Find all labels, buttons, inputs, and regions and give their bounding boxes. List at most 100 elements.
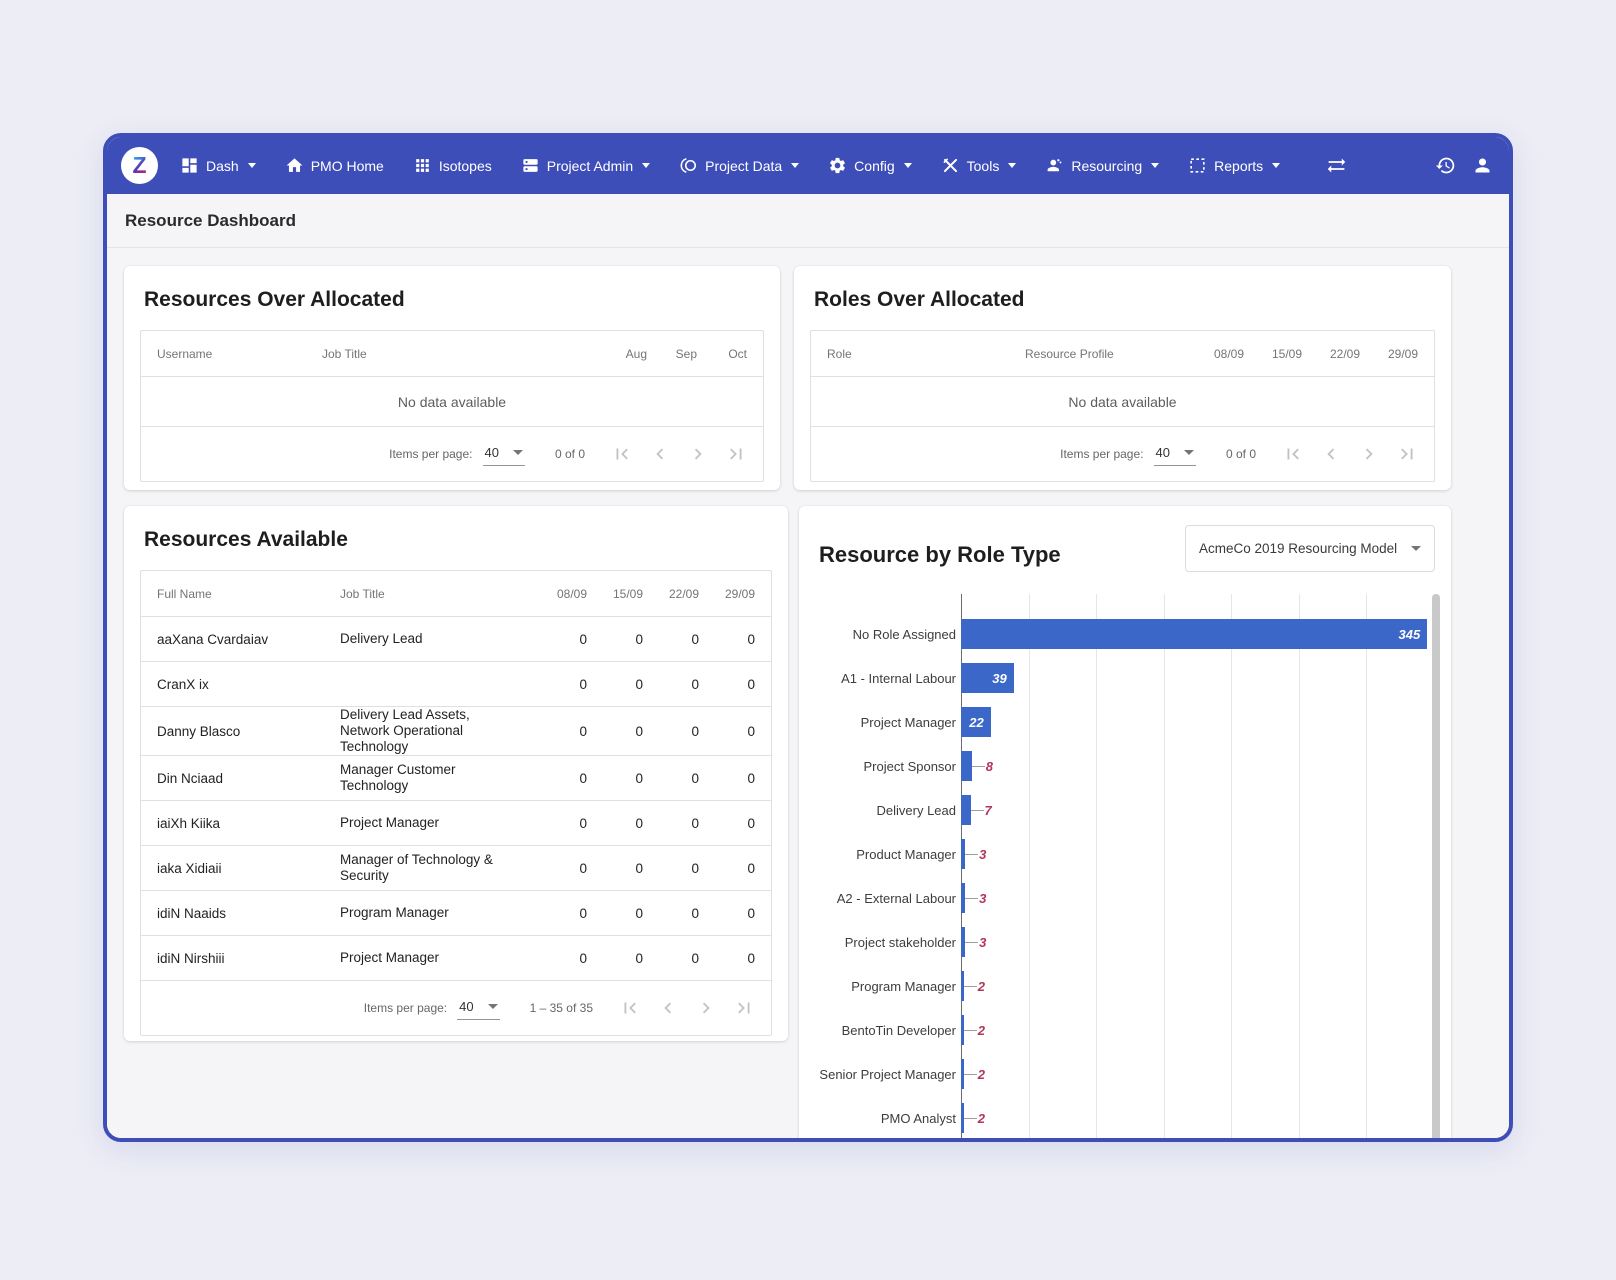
panel-title: Resources Available xyxy=(144,528,348,551)
nav-item-label: Tools xyxy=(966,157,1000,174)
select-caret-icon xyxy=(487,1004,498,1009)
chart-row: BentoTin Developer 2 xyxy=(815,1008,1435,1052)
table-row: aaXana Cvardaiav Delivery Lead 0 0 0 0 xyxy=(141,617,771,662)
dashboard-icon xyxy=(180,156,199,175)
bar-connector-line xyxy=(970,809,984,811)
chevron-down-icon xyxy=(247,163,256,168)
chart-gridline xyxy=(1096,594,1098,1138)
nav-item-resourcing[interactable]: Resourcing xyxy=(1045,156,1160,175)
bar-connector-line xyxy=(963,1073,977,1075)
chart-bar[interactable] xyxy=(961,1103,964,1133)
chart-row: Project stakeholder 3 xyxy=(815,920,1435,964)
full-name-cell: aaXana Cvardaiav xyxy=(157,631,269,647)
value-cell: 0 xyxy=(635,950,643,966)
chart-gridline xyxy=(1366,594,1368,1138)
value-cell: 0 xyxy=(691,860,699,876)
first-page-button[interactable] xyxy=(619,997,641,1019)
value-cell: 0 xyxy=(579,860,587,876)
bar-value-label: 2 xyxy=(977,978,985,994)
page-title-bar: Resource Dashboard xyxy=(107,194,1509,248)
last-page-button[interactable] xyxy=(725,443,747,465)
chart-bar[interactable] xyxy=(961,971,964,1001)
chart-bar[interactable] xyxy=(961,927,966,957)
chart-bar[interactable] xyxy=(961,1059,964,1089)
full-name-cell: CranX ix xyxy=(157,676,209,692)
chart-plot-cell: 2 xyxy=(961,971,1435,1001)
chart-vertical-scrollbar[interactable] xyxy=(1432,594,1440,1138)
nav-item-isotopes[interactable]: Isotopes xyxy=(413,156,492,175)
value-cell: 0 xyxy=(579,723,587,739)
bar-connector-line xyxy=(965,853,979,855)
last-page-button[interactable] xyxy=(733,997,755,1019)
chart-bar[interactable]: 22 xyxy=(961,707,991,737)
column-header: 22/09 xyxy=(1329,346,1360,361)
value-cell: 0 xyxy=(747,723,755,739)
first-page-button[interactable] xyxy=(1282,443,1304,465)
app-logo[interactable]: Z xyxy=(121,147,158,184)
role-type-bar-chart: No Role Assigned 345 A1 - Internal Labou… xyxy=(815,594,1440,1138)
select-caret-icon xyxy=(512,450,523,455)
select-caret-icon xyxy=(1411,545,1421,551)
chart-bar[interactable] xyxy=(961,883,966,913)
resourcing-model-select[interactable]: AcmeCo 2019 Resourcing Model xyxy=(1185,524,1435,572)
full-name-cell: idiN Naaids xyxy=(157,905,227,921)
top-navbar: Z Dash PMO Home Isotopes Project Admin Proje… xyxy=(107,137,1509,194)
navbar-right-icons xyxy=(1326,155,1493,176)
nav-item-pmo-home[interactable]: PMO Home xyxy=(285,156,384,175)
next-page-button[interactable] xyxy=(695,997,717,1019)
dashboard-content: Resources Over Allocated Username Job Ti… xyxy=(107,248,1509,1138)
value-cell: 0 xyxy=(747,860,755,876)
nav-item-config[interactable]: Config xyxy=(828,156,912,175)
items-per-page-select[interactable]: 40 xyxy=(1153,442,1196,466)
bar-value-label: 2 xyxy=(977,1022,985,1038)
server-icon xyxy=(521,156,540,175)
report-box-icon xyxy=(1188,156,1207,175)
value-cell: 0 xyxy=(691,770,699,786)
next-page-button[interactable] xyxy=(687,443,709,465)
items-per-page-select[interactable]: 40 xyxy=(482,442,525,466)
nav-item-tools[interactable]: Tools xyxy=(941,156,1017,175)
value-cell: 0 xyxy=(691,676,699,692)
column-header: Full Name xyxy=(157,586,212,601)
job-title-cell: Manager of Technology & Security xyxy=(340,852,493,883)
page-range-label: 0 of 0 xyxy=(1225,447,1256,461)
history-icon[interactable] xyxy=(1435,155,1456,176)
chart-plot-cell: 2 xyxy=(961,1015,1435,1045)
chart-plot-cell: 3 xyxy=(961,883,1435,913)
next-page-button[interactable] xyxy=(1358,443,1380,465)
table-row: Din Nciaad Manager Customer Technology 0… xyxy=(141,756,771,801)
bar-connector-line xyxy=(965,941,979,943)
roles-over-allocated-table: Role Resource Profile 08/09 15/09 22/09 … xyxy=(810,330,1435,482)
chart-bar[interactable] xyxy=(961,751,972,781)
value-cell: 0 xyxy=(635,723,643,739)
previous-page-button[interactable] xyxy=(657,997,679,1019)
chart-bar[interactable]: 39 xyxy=(961,663,1014,693)
table-row: iaka Xidiaii Manager of Technology & Sec… xyxy=(141,846,771,891)
value-cell: 0 xyxy=(747,950,755,966)
tools-icon xyxy=(941,156,960,175)
chart-gridline xyxy=(1298,594,1300,1138)
value-cell: 0 xyxy=(579,770,587,786)
nav-item-dash[interactable]: Dash xyxy=(180,156,256,175)
first-page-button[interactable] xyxy=(611,443,633,465)
chart-category-label: Product Manager xyxy=(856,846,956,862)
chart-bar[interactable] xyxy=(961,839,966,869)
items-per-page-select[interactable]: 40 xyxy=(457,996,500,1020)
chart-row: Project Manager 22 xyxy=(815,700,1435,744)
value-cell: 0 xyxy=(579,676,587,692)
previous-page-button[interactable] xyxy=(1320,443,1342,465)
table-row: CranX ix 0 0 0 0 xyxy=(141,662,771,707)
nav-item-project-data[interactable]: Project Data xyxy=(679,156,800,175)
last-page-button[interactable] xyxy=(1396,443,1418,465)
bar-value-label: 2 xyxy=(977,1066,985,1082)
chart-bar[interactable]: 345 xyxy=(961,619,1428,649)
chart-bar[interactable] xyxy=(961,795,971,825)
full-name-cell: idiN Nirshiii xyxy=(157,950,225,966)
previous-page-button[interactable] xyxy=(649,443,671,465)
user-account-icon[interactable] xyxy=(1472,155,1493,176)
chart-bar[interactable] xyxy=(961,1015,964,1045)
swap-arrows-icon[interactable] xyxy=(1326,155,1347,176)
value-cell: 0 xyxy=(635,860,643,876)
nav-item-project-admin[interactable]: Project Admin xyxy=(521,156,651,175)
nav-item-reports[interactable]: Reports xyxy=(1188,156,1281,175)
